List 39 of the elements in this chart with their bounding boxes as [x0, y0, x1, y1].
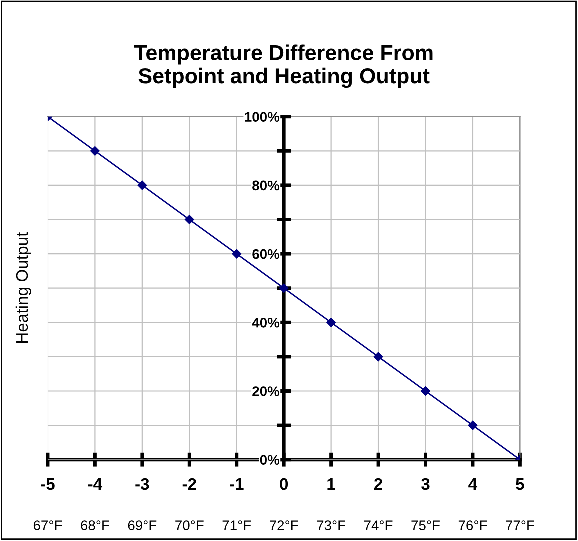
- x2-tick-label: 67°F: [34, 520, 62, 530]
- x2-tick-label: 74°F: [364, 520, 393, 530]
- chart-title: Temperature Difference From Setpoint and Heating Output: [134, 44, 433, 88]
- x2-tick-label: 76°F: [458, 520, 488, 530]
- y-tick-label: 80%: [252, 180, 280, 191]
- x-tick-label: -2: [182, 478, 196, 490]
- y-axis-title: Heating Output: [16, 232, 32, 344]
- x2-tick-label: 72°F: [270, 520, 298, 530]
- x2-tick-label: 73°F: [317, 520, 346, 530]
- point: [421, 386, 430, 396]
- point: [468, 420, 478, 430]
- y-tick-label: 0%: [260, 455, 280, 466]
- y-tick-label: 60%: [252, 249, 280, 260]
- x2-tick-label: 75°F: [412, 520, 440, 530]
- point: [279, 284, 289, 293]
- x2-tick-label: 77°F: [506, 520, 534, 530]
- point: [374, 352, 384, 362]
- x2-tick-label: 71°F: [222, 520, 252, 530]
- x-tick-label: 2: [374, 478, 382, 490]
- x2-tick-label: 70°F: [176, 520, 204, 530]
- x-tick-label: 0: [280, 478, 288, 490]
- point: [185, 215, 194, 224]
- y-tick-label: 100%: [245, 112, 280, 122]
- x-tick-label: -5: [41, 478, 55, 490]
- point: [90, 146, 100, 156]
- point: [326, 318, 336, 328]
- x-tick-label: -3: [136, 478, 150, 490]
- point: [232, 249, 242, 259]
- x2-tick-label: 69°F: [128, 520, 157, 530]
- y-tick-label: 20%: [252, 386, 280, 396]
- x-tick-label: 5: [516, 478, 524, 490]
- x-tick-label: 4: [468, 478, 478, 490]
- point: [138, 180, 148, 190]
- x-tick-label: 1: [328, 478, 336, 490]
- y-tick-label: 40%: [252, 318, 280, 328]
- x2-tick-label: 68°F: [81, 520, 110, 530]
- x-tick-label: 3: [422, 478, 430, 490]
- x-tick-label: -1: [230, 478, 244, 490]
- x-tick-label: -4: [88, 478, 103, 490]
